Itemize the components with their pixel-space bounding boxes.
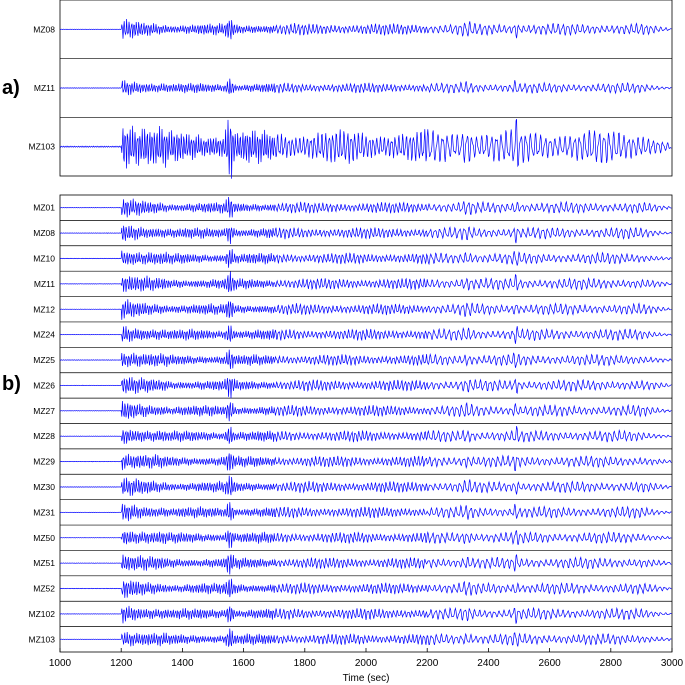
x-tick-label-2400: 2400 xyxy=(477,658,500,669)
station-label-mz11: MZ11 xyxy=(34,279,55,289)
x-tick-label-2800: 2800 xyxy=(600,658,623,669)
trace-mz103 xyxy=(60,628,672,647)
x-tick-label-2000: 2000 xyxy=(355,658,378,669)
trace-mz51 xyxy=(60,554,672,575)
station-label-mz25: MZ25 xyxy=(33,355,55,365)
trace-mz50 xyxy=(60,530,672,549)
station-label-mz12: MZ12 xyxy=(33,304,55,314)
station-label-mz52: MZ52 xyxy=(33,584,55,594)
station-label-mz51: MZ51 xyxy=(33,558,55,568)
trace-mz12 xyxy=(59,299,672,320)
trace-mz31 xyxy=(60,502,672,522)
station-label-mz11: MZ11 xyxy=(34,83,55,93)
trace-mz25 xyxy=(59,349,672,370)
trace-mz08 xyxy=(59,18,672,40)
x-axis-label: Time (sec) xyxy=(343,673,390,684)
panel-b: b) MZ01 MZ08 MZ10 MZ11 MZ12 MZ24 MZ25 MZ26 MZ27 M… xyxy=(2,194,684,684)
trace-mz29 xyxy=(60,453,672,472)
trace-mz11 xyxy=(59,78,672,96)
trace-mz10 xyxy=(60,249,672,268)
trace-mz11 xyxy=(59,271,672,293)
station-label-mz24: MZ24 xyxy=(33,330,55,340)
trace-mz08 xyxy=(59,225,672,245)
x-tick-label-1800: 1800 xyxy=(294,658,317,669)
station-label-mz26: MZ26 xyxy=(33,380,55,390)
panel-a: a) MZ08 MZ11 MZ103 xyxy=(2,0,673,179)
x-tick-label-2600: 2600 xyxy=(538,658,561,669)
station-label-mz08: MZ08 xyxy=(33,24,55,34)
x-tick-label-1200: 1200 xyxy=(110,658,133,669)
trace-mz103 xyxy=(59,118,672,179)
trace-mz26 xyxy=(59,377,672,399)
x-tick-label-2200: 2200 xyxy=(416,658,439,669)
trace-mz52 xyxy=(59,578,672,598)
station-label-mz103: MZ103 xyxy=(29,634,56,644)
panel-a-label: a) xyxy=(2,77,20,99)
station-label-mz27: MZ27 xyxy=(33,406,55,416)
x-tick-label-1400: 1400 xyxy=(171,658,194,669)
trace-mz30 xyxy=(60,475,672,496)
trace-mz102 xyxy=(59,605,672,624)
station-label-mz103: MZ103 xyxy=(29,142,56,152)
station-label-mz102: MZ102 xyxy=(29,609,56,619)
x-tick-label-1600: 1600 xyxy=(232,658,255,669)
station-label-mz01: MZ01 xyxy=(33,203,55,213)
station-label-mz50: MZ50 xyxy=(33,533,55,543)
trace-mz24 xyxy=(59,325,672,344)
trace-mz28 xyxy=(60,426,672,444)
station-label-mz29: MZ29 xyxy=(33,457,55,467)
x-tick-label-3000: 3000 xyxy=(661,658,684,669)
x-tick-label-1000: 1000 xyxy=(49,658,72,669)
station-label-mz30: MZ30 xyxy=(33,482,55,492)
station-label-mz28: MZ28 xyxy=(33,431,55,441)
station-label-mz31: MZ31 xyxy=(33,507,55,517)
station-label-mz10: MZ10 xyxy=(33,253,55,263)
trace-mz01 xyxy=(59,196,672,218)
trace-mz27 xyxy=(59,400,672,422)
panel-b-label: b) xyxy=(2,373,21,395)
station-label-mz08: MZ08 xyxy=(33,228,55,238)
